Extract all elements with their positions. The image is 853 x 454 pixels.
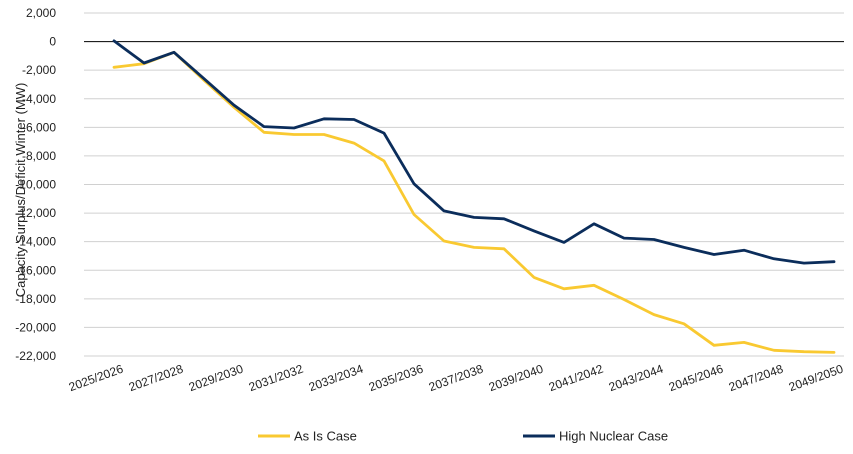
x-tick-label: 2031/2032: [247, 362, 305, 395]
legend: As Is Case High Nuclear Case: [258, 429, 668, 444]
x-tick-label: 2037/2038: [427, 362, 485, 395]
x-tick-label: 2027/2028: [127, 362, 185, 395]
y-tick-label: 0: [49, 35, 56, 49]
y-tick-label: -4,000: [22, 92, 56, 106]
y-axis-ticks: 2,000 0 -2,000 -4,000 -6,000 -8,000 -10,000 -12…: [15, 6, 56, 363]
gridlines: [84, 12, 844, 357]
y-tick-label: -14,000: [15, 235, 56, 249]
y-tick-label: -12,000: [15, 206, 56, 220]
y-tick-label: -16,000: [15, 263, 56, 277]
y-tick-label: 2,000: [26, 6, 56, 20]
x-tick-label: 2043/2044: [607, 362, 665, 395]
x-tick-label: 2039/2040: [487, 362, 545, 395]
x-tick-label: 2025/2026: [67, 362, 125, 395]
y-tick-label: -18,000: [15, 292, 56, 306]
series-line-as-is-case: [112, 50, 836, 354]
x-tick-label: 2033/2034: [307, 362, 365, 395]
legend-label-as-is-case: As Is Case: [294, 429, 357, 444]
y-tick-label: -6,000: [22, 120, 56, 134]
y-tick-label: -8,000: [22, 149, 56, 163]
series-line-high-nuclear-case: [112, 39, 836, 265]
y-tick-label: -10,000: [15, 178, 56, 192]
y-tick-label: -20,000: [15, 320, 56, 334]
series-lines: [112, 39, 836, 354]
y-tick-label: -2,000: [22, 63, 56, 77]
legend-label-high-nuclear-case: High Nuclear Case: [559, 429, 668, 444]
x-tick-label: 2047/2048: [727, 362, 785, 395]
y-tick-label: -22,000: [15, 349, 56, 363]
x-tick-label: 2041/2042: [547, 362, 605, 395]
x-tick-label: 2049/2050: [787, 362, 845, 395]
x-tick-label: 2029/2030: [187, 362, 245, 395]
y-axis-label: Capacity Surplus/Deficit Winter (MW): [13, 83, 28, 298]
x-tick-label: 2035/2036: [367, 362, 425, 395]
x-tick-label: 2045/2046: [667, 362, 725, 395]
x-axis-ticks: 2025/2026 2027/2028 2029/2030 2031/2032 2033…: [67, 362, 845, 395]
